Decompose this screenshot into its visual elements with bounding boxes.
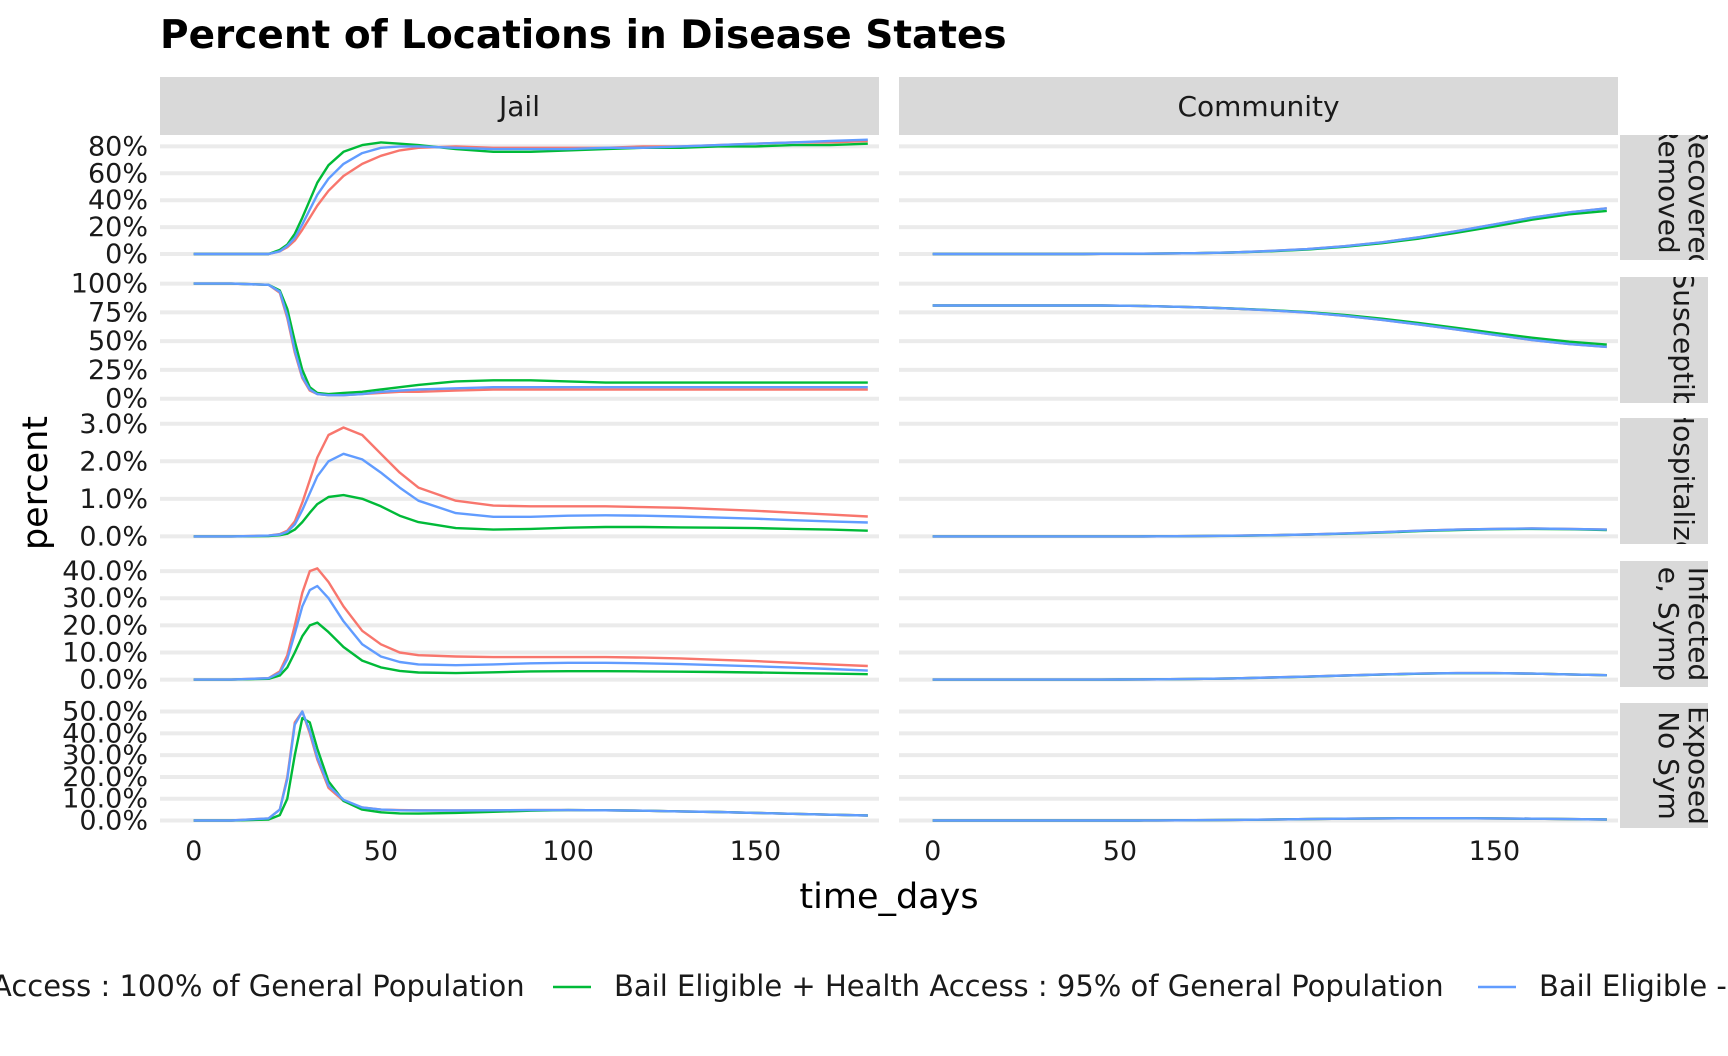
y-tick-label: 0.0% bbox=[79, 806, 148, 837]
x-axes: 0 50 100 150 0 50 100 150 bbox=[185, 836, 1520, 867]
panel-jail-row-0 bbox=[160, 138, 879, 256]
x-tick-label: 50 bbox=[1103, 836, 1137, 867]
y-tick-label: 0% bbox=[105, 384, 148, 415]
y-tick-label: 20.0% bbox=[62, 610, 148, 641]
series-line-2 bbox=[932, 671, 1607, 681]
panel-community-row-2 bbox=[899, 421, 1618, 539]
panel-jail-row-2 bbox=[160, 421, 879, 539]
facet-strip-label: Jail bbox=[497, 90, 540, 123]
legend-label-0: Access : 100% of General Population bbox=[0, 969, 525, 1003]
y-tick-label: 10.0% bbox=[62, 784, 148, 815]
facet-row-strip-label-group: Susceptib bbox=[1667, 271, 1700, 408]
facet-row-strip-label: Hospitalize bbox=[1667, 404, 1700, 558]
y-tick-label: 25% bbox=[88, 355, 148, 386]
series-line-1 bbox=[193, 141, 868, 256]
x-tick-label: 0 bbox=[185, 836, 202, 867]
y-axis-title: percent bbox=[16, 416, 56, 550]
series-line-2 bbox=[193, 584, 868, 681]
panel-jail-row-3 bbox=[160, 567, 879, 682]
facet-row-strip bbox=[1620, 418, 1708, 544]
series-line-1 bbox=[193, 621, 868, 681]
facet-strip-label: Community bbox=[1177, 90, 1339, 123]
x-axis-title: time_days bbox=[799, 877, 978, 917]
y-tick-label: 20% bbox=[88, 212, 148, 243]
facet-row-strip bbox=[1620, 135, 1708, 260]
series-line-2 bbox=[932, 207, 1607, 256]
chart-title: Percent of Locations in Disease States bbox=[160, 13, 1007, 58]
x-tick-label: 50 bbox=[364, 836, 398, 867]
facet-row-strip-label-group: Hospitalize bbox=[1667, 404, 1700, 558]
panel-community-row-4 bbox=[899, 709, 1618, 823]
x-tick-label: 100 bbox=[1281, 836, 1333, 867]
series-line-2 bbox=[932, 817, 1607, 822]
facet-row-strip-label: e, Symp bbox=[1652, 567, 1685, 681]
panel-community-row-3 bbox=[899, 569, 1618, 682]
series-line-1 bbox=[193, 493, 868, 538]
series-line-0 bbox=[193, 567, 868, 681]
facet-row-strip bbox=[1620, 277, 1708, 403]
y-tick-label: 50.0% bbox=[62, 697, 148, 728]
facet-row-strip bbox=[1620, 703, 1708, 828]
series-line-2 bbox=[193, 452, 868, 538]
series-line-2 bbox=[193, 138, 868, 256]
y-tick-label: 75% bbox=[88, 297, 148, 328]
series-line-1 bbox=[193, 282, 868, 396]
y-tick-label: 0% bbox=[105, 239, 148, 270]
y-tick-label: 40% bbox=[88, 185, 148, 216]
y-tick-label: 60% bbox=[88, 158, 148, 189]
y-tick-label: 40.0% bbox=[62, 718, 148, 749]
y-tick-label: 0.0% bbox=[79, 521, 148, 552]
y-tick-label: 0.0% bbox=[79, 665, 148, 696]
y-tick-label: 1.0% bbox=[79, 484, 148, 515]
facet-strip-community bbox=[899, 77, 1618, 135]
series-line-2 bbox=[932, 304, 1607, 349]
series-line-2 bbox=[193, 710, 868, 822]
y-tick-label: 100% bbox=[71, 269, 148, 300]
panel-community-row-1 bbox=[899, 281, 1618, 401]
legend: Access : 100% of General Population Bail … bbox=[0, 969, 1727, 1003]
y-tick-label: 30.0% bbox=[62, 740, 148, 771]
facet-row-strip bbox=[1620, 561, 1708, 687]
series-line-2 bbox=[193, 282, 868, 397]
panel-jail-row-4 bbox=[160, 709, 879, 823]
facet-row-strip-label: No Sym bbox=[1652, 711, 1685, 820]
facet-row-strip-label: Exposed bbox=[1682, 706, 1715, 825]
facet-row-strip-label: Infected bbox=[1682, 567, 1715, 681]
facet-row-strip-label: Susceptib bbox=[1667, 271, 1700, 408]
y-axes: 0%20%40%60%80%0%25%50%75%100%0.0%1.0%2.0… bbox=[62, 131, 148, 836]
x-tick-label: 0 bbox=[924, 836, 941, 867]
panel-community-row-0 bbox=[899, 144, 1618, 256]
y-tick-label: 40.0% bbox=[62, 556, 148, 587]
series-line-0 bbox=[193, 426, 868, 538]
facet-column-strips: Jail Community bbox=[160, 77, 1618, 135]
y-tick-label: 10.0% bbox=[62, 637, 148, 668]
series-line-2 bbox=[932, 527, 1607, 538]
panel-jail-row-1 bbox=[160, 281, 879, 401]
x-tick-label: 100 bbox=[542, 836, 594, 867]
legend-label-1: Bail Eligible + Health Access : 95% of G… bbox=[614, 969, 1444, 1003]
facet-panels bbox=[160, 138, 1618, 823]
y-tick-label: 20.0% bbox=[62, 762, 148, 793]
facet-row-strip-label: Recovered bbox=[1682, 124, 1715, 272]
x-tick-label: 150 bbox=[730, 836, 782, 867]
y-tick-label: 2.0% bbox=[79, 446, 148, 477]
legend-label-2: Bail Eligible - bbox=[1539, 969, 1727, 1003]
y-tick-label: 30.0% bbox=[62, 583, 148, 614]
x-tick-label: 150 bbox=[1469, 836, 1521, 867]
facet-strip-jail bbox=[160, 77, 879, 135]
y-tick-label: 3.0% bbox=[79, 409, 148, 440]
y-tick-label: 50% bbox=[88, 326, 148, 357]
facet-row-strip-label: Removed - bbox=[1652, 122, 1685, 272]
y-tick-label: 80% bbox=[88, 131, 148, 162]
